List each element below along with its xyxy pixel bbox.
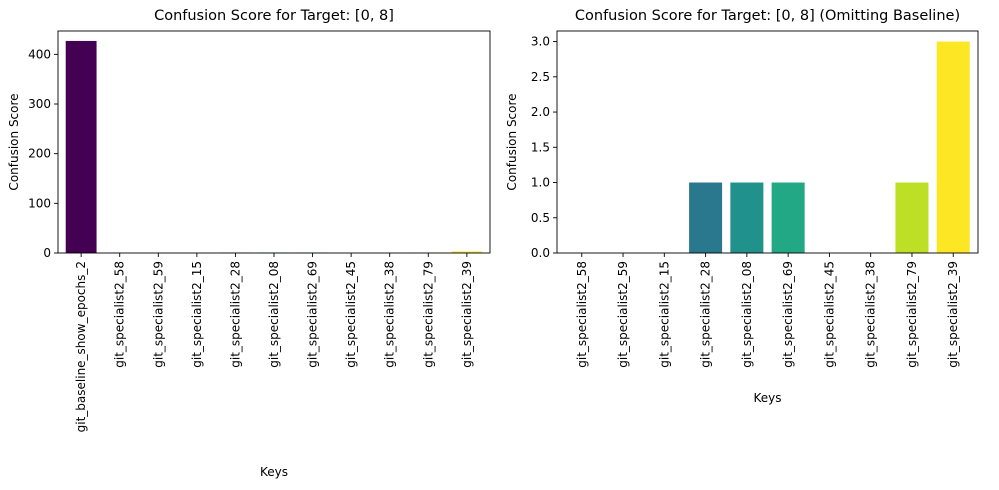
x-axis-label: Keys xyxy=(753,391,781,405)
chart-2: 0.0 0.5 1.0 1.5 2.0 2.5 3.0 git_specialist2_58 g… xyxy=(505,8,979,405)
x-tick-label: git_specialist2_79 xyxy=(421,261,435,368)
x-tick-label: git_specialist2_15 xyxy=(190,261,204,368)
x-tick-label: git_baseline_show_epochs_2 xyxy=(74,261,88,432)
y-tick-label: 400 xyxy=(28,47,51,61)
y-tick-label: 3.0 xyxy=(531,35,550,49)
y-tick-label: 300 xyxy=(28,97,51,111)
y-axis-label: Confusion Score xyxy=(505,93,519,190)
x-tick-label: git_specialist2_79 xyxy=(905,261,919,368)
x-tick-label: git_specialist2_39 xyxy=(460,261,474,368)
chart-title: Confusion Score for Target: [0, 8] (Omit… xyxy=(575,8,960,24)
x-tick-label: git_specialist2_69 xyxy=(306,261,320,368)
bar-git_specialist2_79 xyxy=(895,182,929,253)
y-axis-label: Confusion Score xyxy=(7,93,21,190)
x-tick-label: git_specialist2_28 xyxy=(228,261,242,368)
x-tick-label: git_specialist2_38 xyxy=(383,261,397,368)
bar-git_specialist2_39 xyxy=(451,251,483,253)
x-tick-label: git_specialist2_58 xyxy=(575,261,589,368)
x-tick-label: git_specialist2_58 xyxy=(113,261,127,368)
x-tick-label: git_specialist2_45 xyxy=(822,261,836,368)
x-axis-label: Keys xyxy=(260,465,288,479)
chart-title: Confusion Score for Target: [0, 8] xyxy=(154,8,394,24)
bar-git_specialist2_28 xyxy=(689,182,723,253)
x-tick-label: git_specialist2_08 xyxy=(267,261,281,368)
x-tick-label: git_specialist2_59 xyxy=(616,261,630,368)
y-tick-label: 2.0 xyxy=(531,105,550,119)
x-tick-label: git_specialist2_45 xyxy=(344,261,358,368)
bar-git_specialist2_08 xyxy=(730,182,764,253)
y-tick-label: 0.0 xyxy=(531,246,550,260)
x-tick-label: git_specialist2_39 xyxy=(946,261,960,368)
x-tick-label: git_specialist2_08 xyxy=(740,261,754,368)
bar-git_baseline_show_epochs_2 xyxy=(65,40,97,253)
y-tick-label: 100 xyxy=(28,196,51,210)
y-tick-label: 0 xyxy=(43,246,51,260)
x-tick-label: git_specialist2_38 xyxy=(864,261,878,368)
y-tick-label: 0.5 xyxy=(531,211,550,225)
chart-1: 0 100 200 300 400 git_baseline_show_epochs_2 g… xyxy=(7,8,491,479)
charts: 0 100 200 300 400 git_baseline_show_epochs_2 g… xyxy=(7,8,979,479)
y-tick-label: 2.5 xyxy=(531,70,550,84)
plot-frame xyxy=(556,30,979,254)
x-tick-label: git_specialist2_15 xyxy=(657,261,671,368)
x-tick-label: git_specialist2_59 xyxy=(151,261,165,368)
x-tick-label: git_specialist2_69 xyxy=(781,261,795,368)
bar-git_specialist2_39 xyxy=(936,41,970,254)
y-tick-label: 1.5 xyxy=(531,140,550,154)
x-tick-label: git_specialist2_28 xyxy=(699,261,713,368)
y-tick-label: 200 xyxy=(28,147,51,161)
y-tick-label: 1.0 xyxy=(531,176,550,190)
bar-git_specialist2_69 xyxy=(771,182,805,253)
